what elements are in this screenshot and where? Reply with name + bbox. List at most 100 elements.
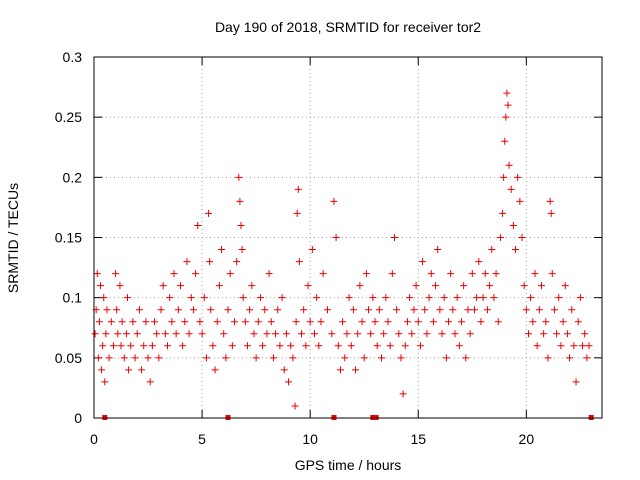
data-point — [236, 197, 244, 205]
data-point — [553, 330, 561, 338]
data-point — [146, 378, 154, 386]
data-point — [207, 306, 215, 314]
data-point — [432, 282, 440, 290]
data-point — [127, 342, 135, 350]
data-point — [460, 282, 468, 290]
data-point — [267, 318, 275, 326]
data-point — [100, 294, 108, 302]
data-point — [490, 294, 498, 302]
x-tick-label: 20 — [519, 431, 535, 447]
data-point — [151, 318, 159, 326]
data-point — [457, 318, 465, 326]
data-point — [209, 342, 217, 350]
data-point — [226, 270, 234, 278]
data-point — [378, 354, 386, 362]
data-point — [129, 318, 137, 326]
data-point — [373, 342, 381, 350]
data-point — [475, 258, 483, 266]
data-point — [254, 318, 262, 326]
data-point — [118, 318, 126, 326]
data-point — [438, 330, 446, 338]
data-point — [196, 318, 204, 326]
data-point — [349, 306, 357, 314]
data-point — [176, 282, 184, 290]
data-point — [213, 318, 221, 326]
data-point — [185, 330, 193, 338]
data-point — [124, 294, 132, 302]
data-point — [138, 366, 146, 374]
data-point — [486, 282, 494, 290]
data-point — [447, 270, 455, 278]
data-point — [548, 270, 556, 278]
data-point — [581, 330, 589, 338]
data-point — [399, 390, 407, 398]
data-point — [95, 318, 103, 326]
data-point — [501, 137, 509, 145]
data-point — [488, 246, 496, 254]
data-point — [308, 246, 316, 254]
data-point — [434, 246, 442, 254]
data-point — [408, 330, 416, 338]
data-point — [239, 294, 247, 302]
data-point — [531, 270, 539, 278]
data-point — [412, 282, 420, 290]
data-point — [323, 306, 331, 314]
data-point — [122, 330, 130, 338]
data-point — [194, 221, 202, 229]
data-point — [533, 342, 541, 350]
data-point — [504, 101, 512, 109]
data-point — [328, 330, 336, 338]
data-point — [274, 306, 282, 314]
data-point — [289, 354, 297, 362]
data-point — [206, 258, 214, 266]
data-point — [514, 173, 522, 181]
data-point — [265, 270, 273, 278]
data-point — [494, 318, 502, 326]
data-point — [576, 294, 584, 302]
data-point — [205, 209, 213, 217]
data-point — [358, 318, 366, 326]
data-point — [109, 342, 117, 350]
data-point — [263, 330, 271, 338]
data-point — [233, 258, 241, 266]
data-point — [202, 354, 210, 362]
data-point — [561, 282, 569, 290]
data-point — [107, 318, 115, 326]
data-point — [579, 342, 587, 350]
data-point — [343, 330, 351, 338]
data-point — [114, 330, 122, 338]
data-point — [500, 173, 508, 181]
data-point — [574, 318, 582, 326]
data-point — [516, 197, 524, 205]
data-point — [187, 294, 195, 302]
data-point — [535, 306, 543, 314]
data-point — [440, 294, 448, 302]
data-point — [241, 318, 249, 326]
data-point — [421, 306, 429, 314]
y-tick-label: 0.3 — [63, 49, 83, 65]
data-point — [228, 342, 236, 350]
y-tick-label: 0.1 — [63, 290, 83, 306]
data-point — [442, 354, 450, 362]
data-point — [555, 294, 563, 302]
data-point — [250, 330, 258, 338]
data-point — [189, 306, 197, 314]
data-point — [352, 366, 360, 374]
data-point — [269, 354, 277, 362]
data-point — [512, 246, 520, 254]
data-point — [403, 318, 411, 326]
data-point — [419, 258, 427, 266]
data-point — [319, 270, 327, 278]
data-point — [235, 173, 243, 181]
data-point — [341, 354, 349, 362]
data-point — [192, 270, 200, 278]
data-point — [583, 354, 591, 362]
data-point — [462, 354, 470, 362]
data-point — [557, 342, 565, 350]
data-point — [544, 354, 552, 362]
data-point — [559, 318, 567, 326]
data-point — [542, 318, 550, 326]
data-point — [272, 330, 280, 338]
y-tick-label: 0.15 — [55, 230, 82, 246]
data-point — [397, 354, 405, 362]
